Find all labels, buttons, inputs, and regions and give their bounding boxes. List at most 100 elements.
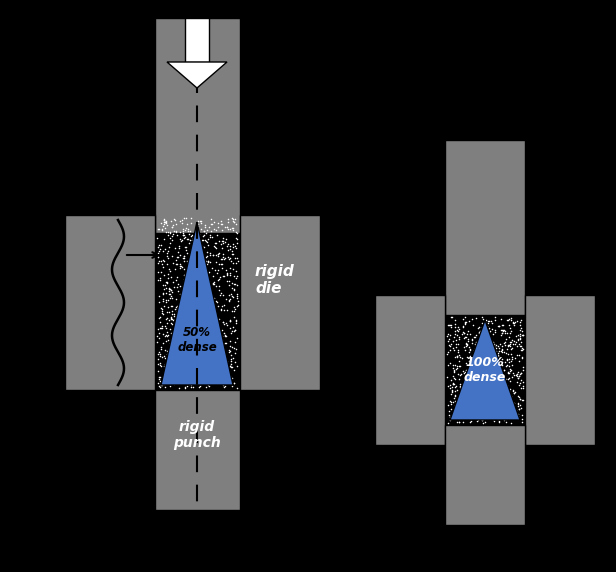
- Point: [230, 259, 240, 268]
- Point: [204, 305, 214, 314]
- Point: [185, 372, 195, 381]
- Point: [496, 331, 506, 340]
- Point: [451, 414, 461, 423]
- Point: [506, 315, 516, 324]
- Point: [167, 335, 177, 344]
- Point: [469, 380, 479, 390]
- Point: [214, 379, 224, 388]
- Point: [211, 281, 221, 291]
- Point: [458, 321, 468, 331]
- Point: [491, 341, 501, 350]
- Point: [155, 349, 165, 359]
- Point: [192, 250, 202, 259]
- Point: [448, 379, 458, 388]
- Bar: [155, 215, 240, 390]
- Point: [154, 347, 164, 356]
- Bar: [65, 215, 155, 390]
- Point: [204, 276, 214, 285]
- Point: [209, 280, 219, 289]
- Point: [213, 364, 222, 373]
- Point: [501, 327, 511, 336]
- Point: [467, 411, 477, 420]
- Point: [200, 221, 209, 230]
- Point: [159, 378, 169, 387]
- Point: [513, 334, 522, 343]
- Point: [226, 289, 236, 299]
- Point: [213, 333, 223, 343]
- Point: [192, 361, 202, 370]
- Point: [497, 354, 507, 363]
- Point: [465, 352, 475, 361]
- Point: [509, 399, 519, 408]
- Point: [174, 383, 184, 392]
- Point: [498, 348, 508, 357]
- Point: [510, 353, 520, 363]
- Point: [208, 363, 218, 372]
- Point: [494, 391, 504, 400]
- Point: [461, 389, 471, 398]
- Point: [464, 367, 474, 376]
- Point: [209, 336, 219, 345]
- Point: [155, 276, 165, 285]
- Point: [185, 296, 195, 305]
- Point: [231, 344, 241, 353]
- Point: [192, 230, 201, 239]
- Point: [201, 361, 211, 370]
- Point: [513, 374, 523, 383]
- Point: [505, 408, 515, 418]
- Point: [446, 398, 456, 407]
- Point: [206, 326, 216, 335]
- Point: [499, 398, 509, 407]
- Point: [210, 331, 220, 340]
- Point: [190, 296, 200, 305]
- Point: [444, 382, 453, 391]
- Point: [505, 401, 514, 410]
- Point: [445, 331, 455, 340]
- Point: [512, 350, 522, 359]
- Point: [509, 388, 519, 397]
- Point: [225, 225, 235, 234]
- Point: [169, 372, 179, 382]
- Point: [201, 237, 211, 247]
- Point: [206, 344, 216, 353]
- Point: [157, 381, 167, 390]
- Point: [184, 363, 194, 372]
- Point: [190, 304, 200, 313]
- Point: [177, 263, 187, 272]
- Point: [447, 387, 457, 396]
- Point: [496, 395, 506, 404]
- Point: [482, 332, 492, 341]
- Point: [514, 380, 524, 390]
- Point: [460, 378, 470, 387]
- Point: [167, 287, 177, 296]
- Point: [480, 358, 490, 367]
- Point: [228, 264, 238, 273]
- Point: [486, 400, 496, 409]
- Point: [471, 371, 481, 380]
- Point: [203, 300, 213, 309]
- Point: [464, 363, 474, 372]
- Point: [210, 239, 220, 248]
- Point: [493, 388, 503, 397]
- Point: [223, 246, 233, 255]
- Point: [200, 325, 209, 334]
- Point: [225, 244, 235, 253]
- Point: [216, 240, 226, 249]
- Point: [205, 321, 215, 331]
- Point: [213, 319, 222, 328]
- Point: [473, 398, 483, 407]
- Point: [493, 348, 503, 358]
- Point: [179, 274, 189, 283]
- Point: [472, 375, 482, 384]
- Point: [164, 267, 174, 276]
- Point: [217, 259, 227, 268]
- Point: [476, 374, 486, 383]
- Point: [175, 358, 185, 367]
- Point: [158, 295, 168, 304]
- Point: [478, 373, 488, 382]
- Point: [191, 366, 201, 375]
- Point: [213, 223, 223, 232]
- Point: [488, 414, 498, 423]
- Point: [473, 346, 483, 355]
- Point: [230, 315, 240, 324]
